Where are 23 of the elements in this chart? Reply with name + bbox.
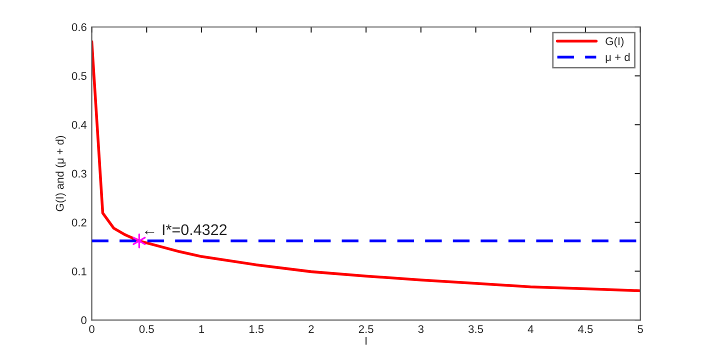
y-tick-label: 0.6 — [72, 23, 86, 32]
x-tick-label: 0 — [89, 325, 94, 334]
y-tick-label: 0.4 — [72, 120, 87, 129]
annotation: ← I*=0.4322 — [145, 224, 227, 236]
x-tick-label: 2.5 — [358, 325, 374, 334]
legend-label: μ + d — [606, 52, 630, 64]
x-axis-title: I — [366, 337, 367, 345]
y-tick-label: 0.5 — [72, 72, 86, 80]
y-tick-label: 0.3 — [72, 170, 86, 178]
y-tick-label: 0.2 — [72, 218, 86, 226]
x-tick-label: 1.5 — [249, 325, 264, 334]
x-tick-label: 4.5 — [578, 325, 593, 334]
legend-label: G(I) — [606, 37, 624, 48]
x-tick-label: 0.5 — [139, 325, 154, 334]
y-tick-label: 0.1 — [72, 267, 86, 276]
x-tick-label: 4 — [528, 325, 534, 333]
y-axis-title: G(I) and (μ + d) — [56, 136, 66, 212]
x-tick-label: 2 — [308, 325, 314, 333]
x-tick-label: 3 — [418, 325, 424, 334]
x-tick-label: 1 — [199, 325, 204, 333]
x-tick-label: 3.5 — [468, 325, 484, 334]
x-tick-label: 5 — [638, 325, 643, 334]
y-tick-label: 0 — [81, 316, 86, 324]
